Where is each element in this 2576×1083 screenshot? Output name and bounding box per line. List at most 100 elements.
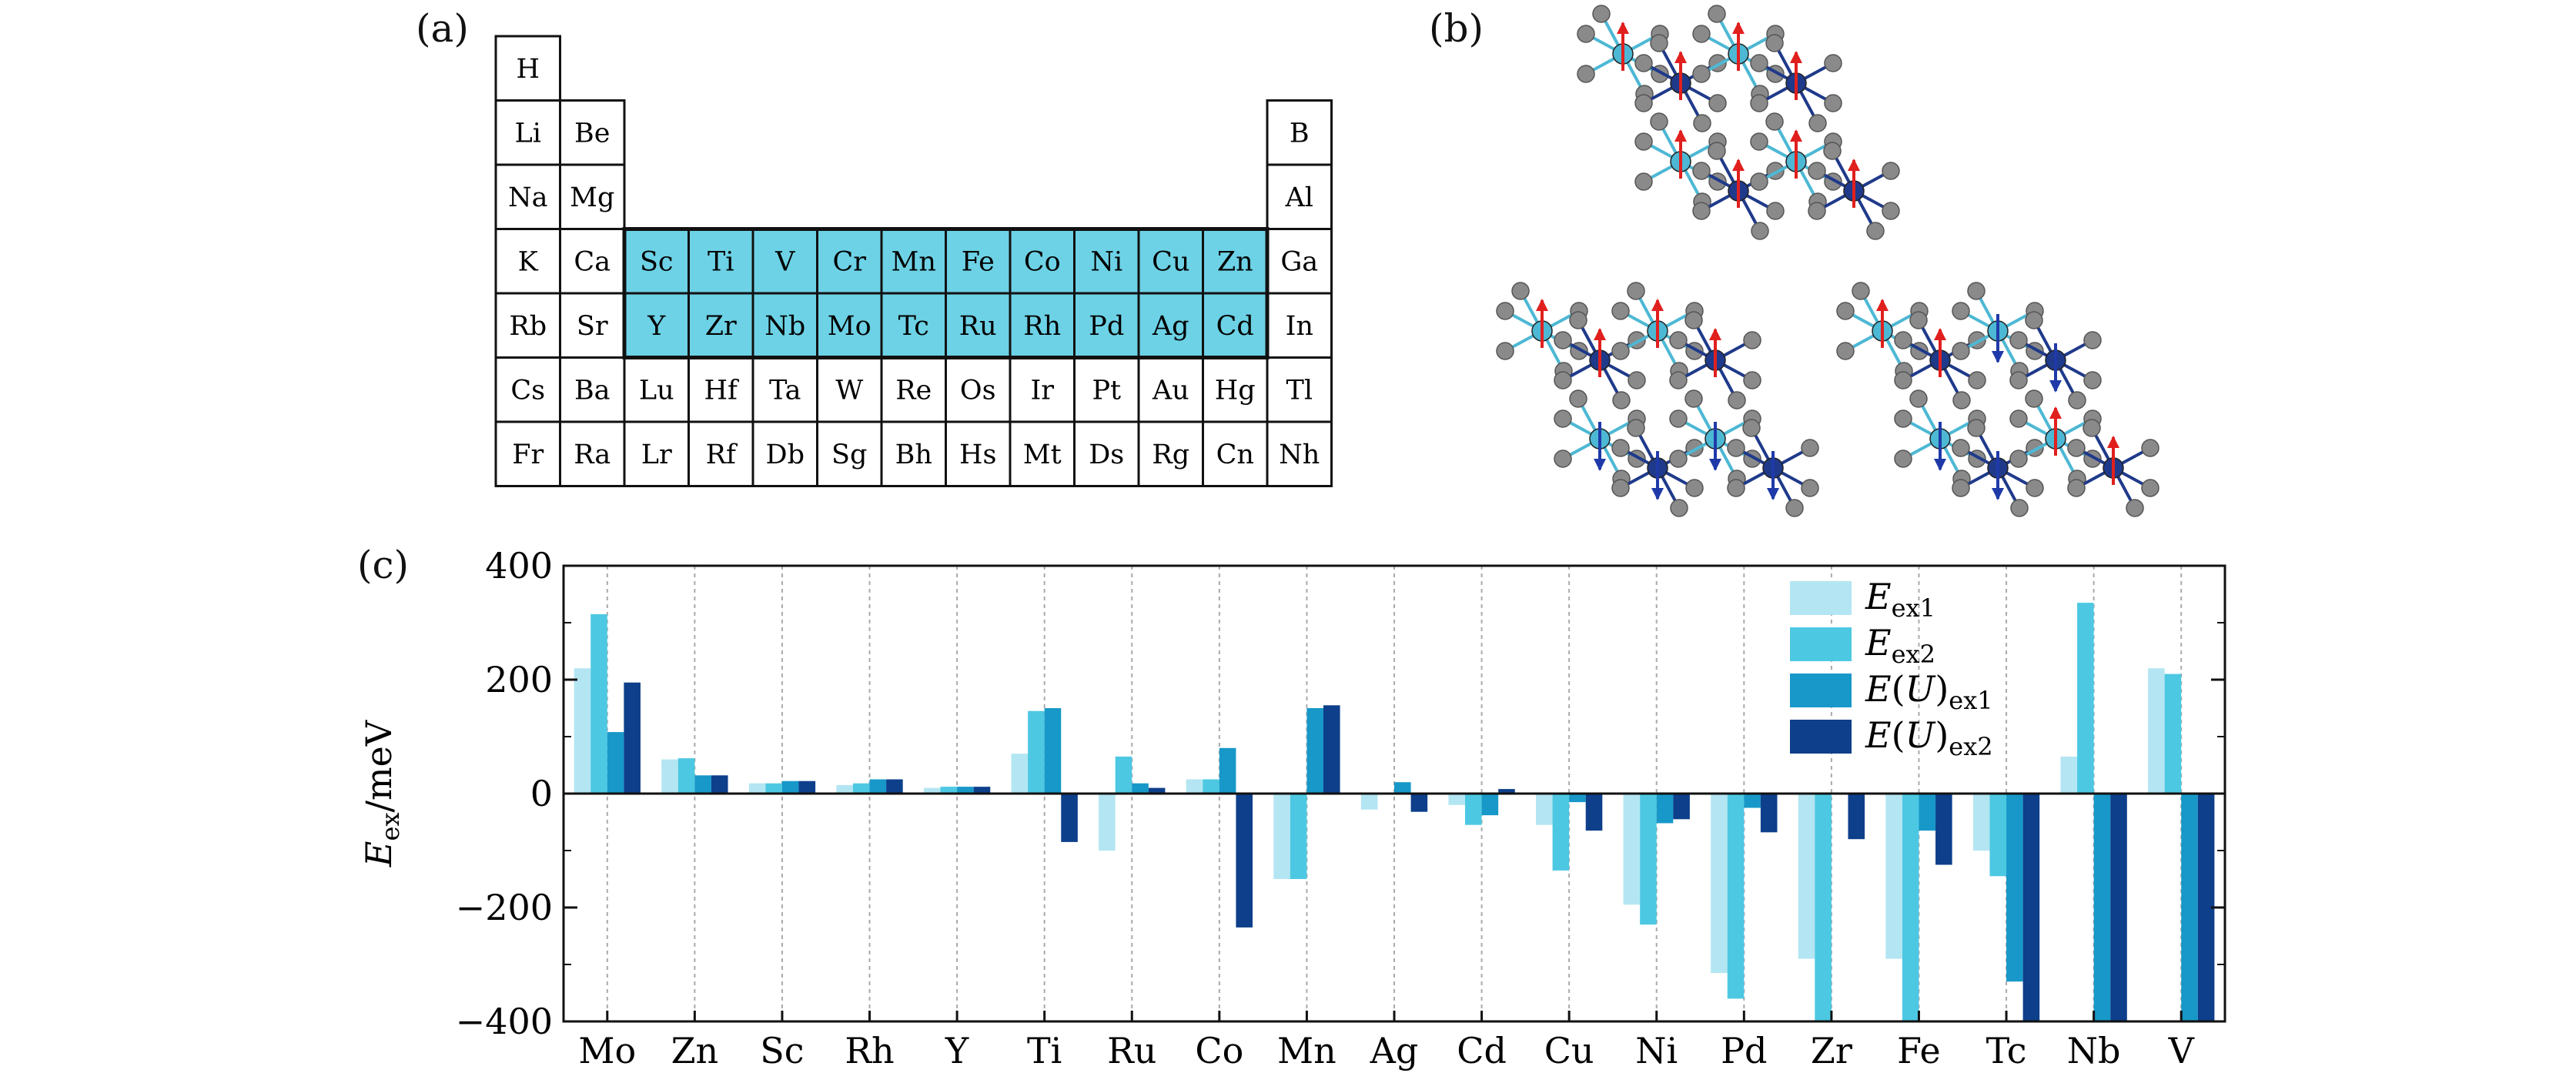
bar-eu_ex2-mo (624, 682, 641, 794)
spin-arrowhead (2107, 436, 2119, 448)
element-symbol-na: Na (508, 182, 548, 213)
magnetic-structures (1496, 5, 2159, 517)
element-symbol-v: V (774, 246, 795, 277)
bar-eu_ex1-cu (1569, 794, 1586, 803)
ligand-atom (1728, 391, 1746, 409)
ligand-atom (2141, 479, 2159, 497)
element-symbol-tl: Tl (1286, 375, 1313, 406)
element-symbol-pt: Pt (1092, 375, 1121, 406)
element-cell-sg (816, 420, 883, 487)
bar-eu_ex2-ni (1673, 794, 1690, 820)
metal-site (1808, 142, 1900, 240)
bar-eu_ex2-nb (2110, 794, 2127, 1021)
x-tick-label-co: Co (1195, 1030, 1243, 1071)
bar-e_ex1-zn (661, 759, 678, 794)
legend-label-4: E(U)ex2 (1865, 714, 1993, 761)
spin-arrowhead (1536, 299, 1548, 311)
element-cell-lr (623, 420, 690, 487)
element-symbol-be: Be (574, 118, 610, 149)
bar-eu_ex1-zn (694, 775, 711, 794)
legend-label-1: Eex1 (1865, 576, 1935, 623)
element-symbol-k: K (518, 246, 539, 277)
ligand-atom (2026, 479, 2044, 497)
spin-arrowhead (1934, 459, 1946, 471)
element-symbol-al: Al (1285, 182, 1313, 213)
element-cell-ra (559, 420, 626, 487)
ligand-atom (1627, 282, 1645, 300)
element-cell-li (494, 99, 561, 166)
x-tick-label-fe: Fe (1897, 1030, 1941, 1071)
x-tick-label-nb: Nb (2067, 1030, 2121, 1071)
bar-e_ex2-co (1203, 779, 1219, 794)
ligand-atom (1650, 34, 1668, 52)
element-symbol-lr: Lr (641, 440, 672, 470)
ligand-atom (1569, 389, 1587, 408)
ligand-atom (1909, 389, 1928, 408)
element-cell-tc (880, 292, 947, 359)
bar-eu_ex2-tc (2022, 794, 2040, 1021)
spin-arrowhead (1651, 299, 1664, 311)
ligand-atom (1611, 439, 1630, 457)
ligand-atom (1577, 65, 1595, 83)
bar-e_ex1-mn (1273, 794, 1290, 879)
element-cell-au (1137, 356, 1204, 423)
element-symbol-tc: Tc (898, 311, 929, 342)
element-symbol-ag: Ag (1152, 311, 1189, 342)
element-symbol-cu: Cu (1152, 246, 1189, 277)
element-symbol-sr: Sr (577, 311, 608, 342)
bar-eu_ex2-zr (1848, 794, 1865, 840)
bar-eu_ex2-cu (1585, 794, 1603, 831)
ligand-atom (1708, 94, 1727, 112)
element-symbol-nh: Nh (1279, 440, 1320, 470)
ligand-atom (2068, 391, 2086, 409)
element-symbol-in: In (1286, 311, 1313, 342)
element-cell-ru (945, 292, 1012, 359)
metal-site (1727, 419, 1819, 517)
panel-label-b: (b) (1429, 6, 1484, 51)
ligand-atom (1836, 302, 1855, 320)
element-symbol-re: Re (895, 375, 932, 406)
element-cell-h (494, 35, 561, 102)
x-tick-label-ti: Ti (1027, 1030, 1062, 1071)
bar-e_ex1-y (923, 787, 941, 794)
ligand-atom (1836, 342, 1855, 360)
element-symbol-cn: Cn (1216, 440, 1254, 470)
y-tick-label: 200 (485, 659, 553, 700)
ligand-atom (1750, 54, 1768, 72)
element-cell-ti (687, 228, 754, 295)
bar-eu_ex1-mo (607, 732, 624, 794)
y-tick-label: 0 (530, 773, 553, 814)
element-symbol-nb: Nb (764, 311, 805, 342)
ligand-atom (1894, 409, 1912, 428)
x-tick-label-v: V (2168, 1030, 2195, 1071)
ligand-atom (1634, 94, 1653, 112)
metal-site (1611, 419, 1704, 517)
element-symbol-w: W (835, 375, 863, 406)
element-symbol-fe: Fe (962, 246, 995, 277)
x-tick-label-ag: Ag (1370, 1030, 1419, 1071)
ligand-atom (1765, 112, 1784, 131)
bar-eu_ex2-ru (1148, 787, 1166, 794)
ligand-atom (1669, 409, 1688, 428)
x-tick-label-ni: Ni (1635, 1030, 1678, 1071)
bar-e_ex1-zr (1798, 794, 1815, 959)
ligand-atom (1669, 331, 1688, 349)
element-cell-al (1266, 163, 1333, 230)
element-symbol-b: B (1290, 118, 1310, 149)
ligand-atom (1650, 112, 1668, 131)
element-cell-ds (1073, 420, 1140, 487)
element-symbol-os: Os (960, 375, 996, 406)
element-symbol-ca: Ca (574, 246, 611, 277)
element-symbol-ta: Ta (769, 375, 801, 406)
x-tick-label-sc: Sc (760, 1030, 804, 1071)
bar-eu_ex2-ti (1061, 794, 1078, 842)
element-symbol-pd: Pd (1089, 311, 1124, 342)
ligand-atom (1766, 202, 1785, 220)
bar-e_ex1-sc (748, 783, 766, 794)
ligand-atom (1692, 162, 1711, 180)
y-tick-label: −400 (456, 1001, 553, 1042)
bar-eu_ex2-zn (711, 775, 728, 794)
periodic-table: H Li Be B Na Mg Al K Ca Sc Ti V Cr Mn Fe Co Ni Cu Zn Ga Rb Sr… (494, 35, 1333, 487)
element-symbol-hf: Hf (704, 375, 741, 406)
